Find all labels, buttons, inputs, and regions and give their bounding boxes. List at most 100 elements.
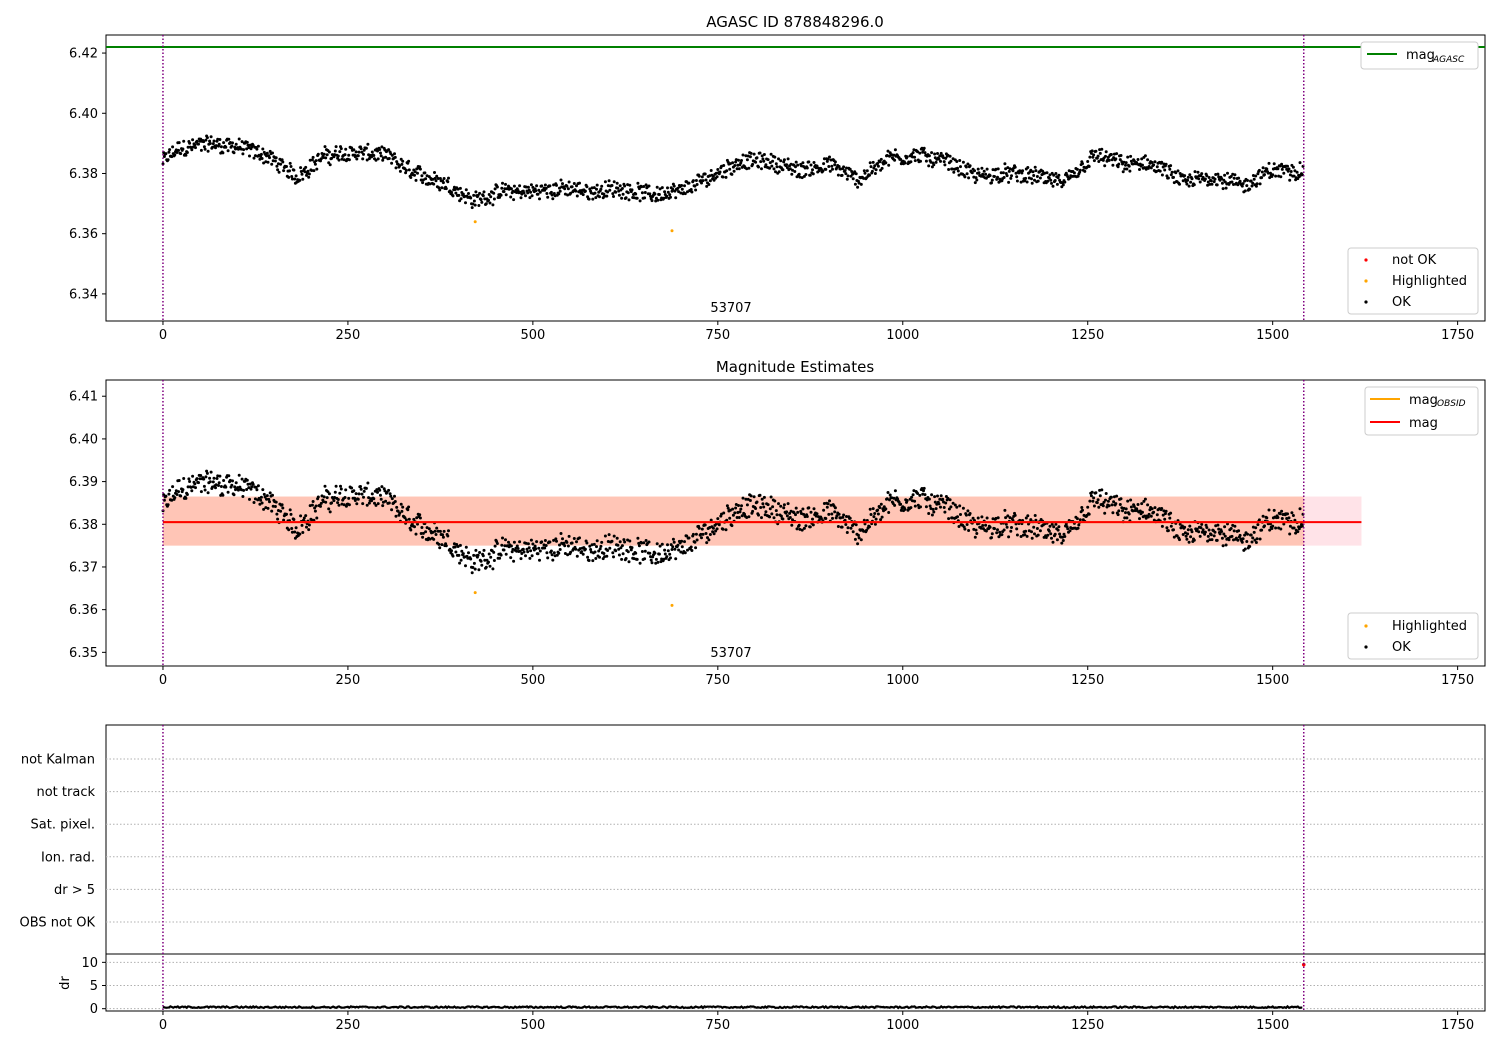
ok-point [762,495,766,499]
ok-point [959,165,962,169]
ok-point [515,549,519,553]
ok-point [1086,505,1090,509]
ok-point [637,544,641,548]
ok-point [1198,534,1202,538]
ok-point [730,524,734,528]
ok-point [731,513,735,517]
ok-point [534,189,538,193]
ok-point [612,180,616,184]
ok-point [1291,165,1295,169]
ok-point [617,553,621,557]
ok-point [336,498,340,501]
ok-point [919,159,922,163]
ok-point [1109,495,1113,499]
ok-point [769,495,773,499]
ok-point [694,179,698,182]
ok-point [1210,538,1214,542]
ok-point [774,170,777,174]
ok-point [627,560,631,564]
ok-point [913,499,917,503]
ok-point [383,489,387,493]
ok-point [529,549,533,553]
ok-point [347,153,351,157]
ok-point [593,191,597,195]
ok-point [1274,174,1278,178]
ok-point [610,539,614,543]
ok-point [168,148,172,152]
ok-point [1055,182,1059,186]
ok-point [974,528,978,532]
ok-point [1237,529,1241,533]
ok-point [1178,172,1182,175]
legend-ok-label-2: OK [1392,640,1411,655]
ok-point [837,512,841,516]
ok-point [287,175,291,179]
ok-point [173,496,177,500]
ok-point [809,163,813,167]
ok-point [990,532,994,536]
ok-point [1280,162,1284,166]
legend-not-ok-marker [1364,258,1368,262]
ok-point [939,505,942,509]
ok-point [549,549,553,553]
ok-point [1030,181,1034,185]
ok-point [726,506,730,510]
ok-point [290,530,294,534]
ok-point [195,477,199,481]
ok-point [1251,525,1255,529]
ok-point [647,540,651,544]
ok-point [1104,150,1108,154]
ok-point [218,474,222,478]
ok-point [873,164,877,168]
ok-point [1150,507,1154,511]
ok-point [1115,152,1119,156]
ok-point [1033,514,1037,517]
ok-point [721,175,725,179]
ok-point [271,493,274,497]
ok-point [963,175,967,179]
ok-point [1248,545,1252,548]
ok-point [499,193,503,197]
ok-point [323,145,327,149]
ok-point [234,481,238,485]
ok-point [1131,509,1135,513]
ok-point [370,150,374,154]
ok-point [1009,176,1013,180]
ok-point [524,541,528,545]
ok-point [589,548,593,551]
ok-point [888,493,892,497]
ok-point [586,555,590,559]
ok-point [666,190,670,194]
ok-point [956,169,960,173]
ok-point [745,158,749,162]
ok-point [759,160,763,164]
ok-point [389,494,393,498]
ok-point [255,147,259,151]
ok-point [182,139,186,143]
ok-point [976,516,980,520]
ok-point [658,544,662,548]
ok-point [1005,525,1009,529]
ok-point [1169,511,1173,515]
ok-point [1246,532,1249,536]
ok-point [512,559,516,563]
ok-point [1160,524,1164,528]
ok-point [271,151,274,155]
ok-point [733,164,737,167]
ok-point [440,543,444,547]
ok-point [1050,522,1054,526]
ok-point [333,149,337,153]
ok-point [274,156,278,160]
ok-point [853,537,857,541]
ok-point [215,477,219,480]
ok-point [1061,539,1065,542]
ok-point [451,194,455,198]
ok-point [403,516,407,520]
ok-point [471,566,475,569]
ok-point [886,149,890,153]
ok-point [312,518,316,522]
ok-point [1206,534,1210,538]
ok-point [489,555,493,559]
ok-point [621,192,625,196]
ok-point [620,544,624,548]
